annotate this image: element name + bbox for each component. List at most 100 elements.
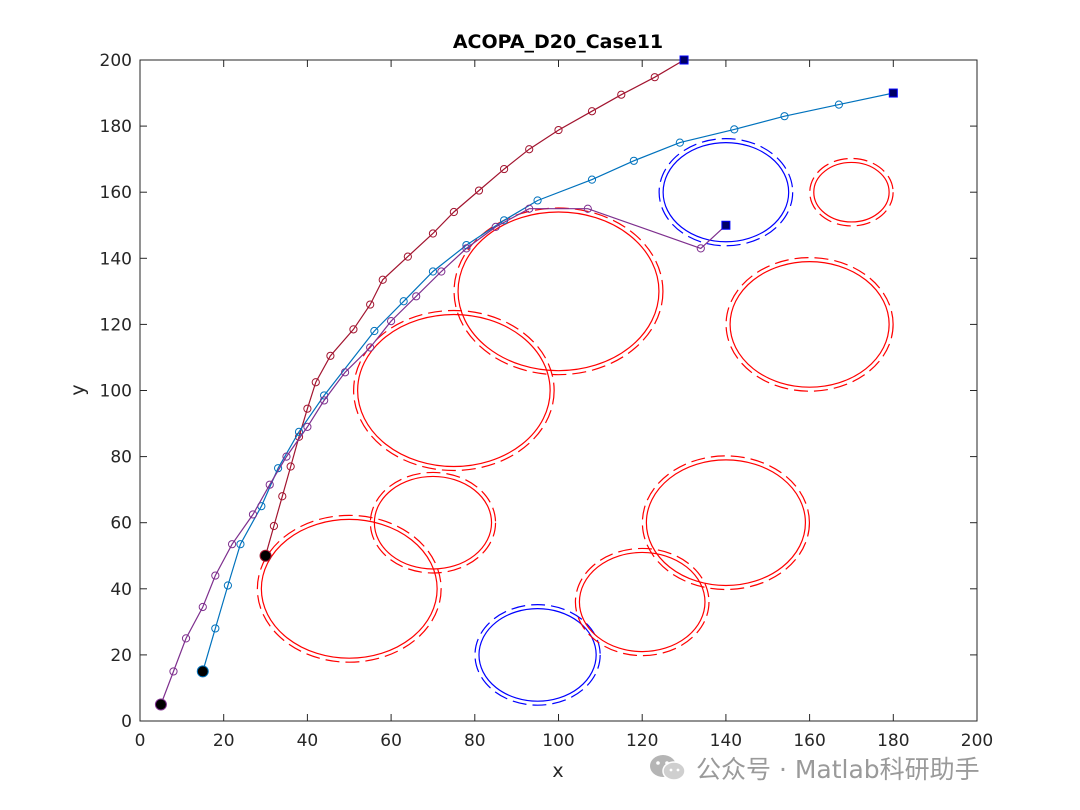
x-tick-label: 180 — [877, 731, 909, 751]
y-tick-label: 40 — [110, 580, 132, 600]
obstacle-6 — [578, 551, 706, 653]
y-tick-label: 160 — [100, 183, 132, 203]
path-1-point — [617, 90, 626, 99]
path-2-point — [370, 326, 379, 336]
obstacle-2 — [373, 475, 493, 570]
path-3-point — [198, 602, 207, 612]
y-axis-label: y — [67, 384, 89, 395]
path-2-point — [730, 125, 739, 134]
obstacle-1 — [260, 518, 438, 659]
obstacle-7-safety-margin — [641, 455, 811, 591]
path-3-point — [282, 452, 291, 461]
x-tick-label: 20 — [213, 731, 235, 751]
x-tick-label: 160 — [793, 731, 825, 751]
path-2-point — [780, 112, 789, 121]
x-tick-label: 140 — [710, 731, 742, 751]
chart-title: ACOPA_D20_Case11 — [453, 31, 663, 53]
path-1-point — [499, 164, 509, 174]
x-tick-label: 120 — [626, 731, 658, 751]
obstacle-10-safety-margin — [809, 157, 894, 227]
path-3-point — [340, 368, 350, 377]
path-2-point — [211, 624, 220, 633]
wechat-icon — [650, 755, 686, 781]
obstacle-6-safety-margin — [574, 547, 710, 657]
path-1-point — [278, 492, 287, 501]
path-3-point — [462, 244, 471, 253]
path-2-point — [834, 100, 843, 109]
obstacle-2-safety-margin — [369, 471, 497, 574]
obstacles-layer — [256, 138, 894, 706]
path-2-point — [533, 196, 542, 205]
obstacle-3 — [357, 313, 551, 468]
path-1-point — [650, 73, 659, 82]
x-tick-label: 200 — [961, 731, 993, 751]
x-tick-label: 0 — [135, 731, 146, 751]
path-3-point — [437, 267, 446, 276]
y-tick-label: 140 — [100, 249, 132, 269]
obstacle-3-safety-margin — [353, 309, 555, 472]
path-1-point — [554, 125, 563, 135]
path-1-point — [366, 300, 375, 309]
path-3-point — [248, 510, 258, 519]
path-1-point — [326, 351, 335, 360]
path-3-point — [303, 422, 312, 431]
path-1-point — [449, 207, 458, 217]
x-tick-label: 100 — [542, 731, 574, 751]
obstacle-1-safety-margin — [256, 514, 442, 663]
x-tick-label: 40 — [297, 731, 319, 751]
obstacle-4-safety-margin — [453, 207, 664, 376]
obstacle-4 — [457, 211, 660, 372]
path-1-point — [525, 145, 534, 154]
obstacle-5 — [478, 608, 597, 702]
path-1-point — [378, 275, 387, 284]
paths-layer — [154, 55, 898, 711]
path-1-point — [403, 252, 412, 261]
obstacle-8 — [729, 261, 890, 388]
y-axis: 0 20 40 60 80 100 120 140 160 180 200 — [100, 51, 977, 732]
path-3-point — [387, 316, 396, 326]
path-2-point — [587, 175, 597, 184]
path-3-point — [211, 571, 220, 580]
path-3-point — [181, 634, 191, 643]
path-1-point — [286, 462, 295, 471]
path-2-point — [675, 138, 684, 147]
path-3-point — [366, 343, 375, 352]
y-tick-label: 80 — [110, 448, 132, 468]
start-marker-2 — [196, 665, 209, 678]
goal-marker-2 — [888, 88, 898, 98]
x-axis-label: x — [552, 760, 563, 782]
goal-marker-3 — [721, 220, 731, 230]
path-1-point — [311, 378, 320, 387]
path-3-point — [583, 204, 592, 213]
path-2-point — [428, 267, 438, 276]
obstacle-5-safety-margin — [474, 604, 601, 706]
path-3-point — [696, 244, 705, 253]
y-tick-label: 0 — [121, 712, 132, 732]
path-3-point — [320, 396, 329, 405]
path-2-point — [629, 156, 638, 165]
start-marker-3 — [154, 698, 167, 711]
obstacle-7 — [645, 459, 807, 587]
y-tick-label: 20 — [110, 646, 132, 666]
watermark-text: 公众号 · Matlab科研助手 — [696, 755, 980, 784]
path-2-point — [236, 540, 245, 549]
path-3-point — [227, 540, 237, 549]
path-line-1 — [264, 59, 685, 556]
path-1-point — [269, 521, 279, 531]
path-line-2 — [202, 92, 894, 672]
path-line-3 — [160, 208, 727, 705]
obstacle-9 — [662, 142, 790, 243]
y-tick-label: 60 — [110, 514, 132, 534]
y-tick-label: 100 — [100, 382, 132, 402]
goal-marker-1 — [679, 55, 689, 65]
plot-area — [139, 59, 978, 722]
path-2-point — [294, 427, 304, 436]
y-tick-label: 120 — [100, 315, 132, 335]
path-1-point — [474, 186, 484, 195]
path-2-point — [223, 581, 232, 590]
x-tick-label: 80 — [464, 731, 486, 751]
path-3-point — [169, 667, 178, 676]
watermark: 公众号 · Matlab科研助手 — [648, 750, 980, 786]
path-3-point — [412, 292, 421, 301]
